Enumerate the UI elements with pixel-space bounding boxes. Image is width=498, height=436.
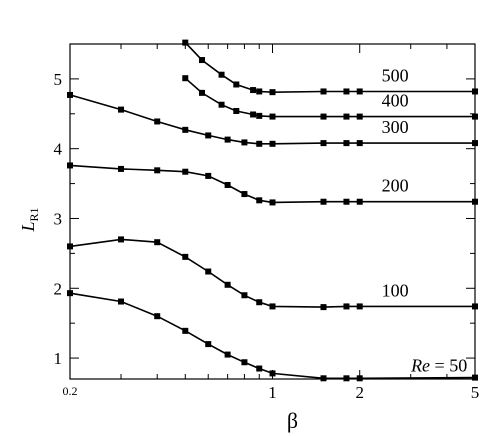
series-4: 200: [67, 162, 478, 206]
data-point: [182, 253, 189, 260]
y-axis-label: LR1: [18, 207, 41, 232]
data-point: [269, 113, 276, 120]
data-point: [224, 281, 231, 288]
data-point: [320, 198, 327, 205]
series-label: 100: [382, 280, 409, 300]
series-label-value: = 50: [430, 356, 467, 376]
data-point: [250, 111, 257, 118]
data-point: [343, 113, 350, 120]
data-point: [218, 71, 225, 78]
data-point: [182, 75, 189, 82]
data-point: [205, 341, 212, 348]
data-point: [269, 89, 276, 96]
data-point: [343, 88, 350, 95]
data-point: [343, 375, 350, 382]
data-point: [356, 198, 363, 205]
data-point: [118, 106, 125, 113]
data-point: [205, 172, 212, 179]
data-point: [256, 88, 263, 95]
data-point: [343, 303, 350, 310]
data-point: [118, 165, 125, 172]
data-point: [224, 351, 231, 358]
data-point: [118, 298, 125, 305]
series-line: [184, 77, 475, 118]
data-point: [356, 303, 363, 310]
data-point: [233, 108, 240, 114]
series-6: Re = 50: [67, 290, 478, 382]
data-point: [233, 81, 240, 88]
data-point: [356, 113, 363, 120]
data-point: [224, 181, 231, 188]
data-point: [250, 87, 257, 94]
data-point: [343, 140, 350, 147]
series-2: 400: [182, 75, 478, 120]
x-tick-label: 2: [355, 383, 364, 402]
data-point: [205, 268, 212, 275]
data-point: [320, 375, 327, 382]
series-label: 200: [382, 176, 409, 196]
data-point: [256, 197, 263, 204]
series-1: 500: [182, 39, 478, 96]
data-point: [256, 299, 263, 306]
data-point: [269, 140, 276, 147]
x-tick-label: 5: [471, 383, 480, 402]
data-point: [269, 199, 276, 206]
series-line: [184, 42, 475, 94]
series-label: 500: [382, 65, 409, 85]
y-tick-label: 3: [54, 209, 63, 228]
y-tick-label: 2: [54, 279, 63, 298]
data-point: [320, 113, 327, 120]
plot-frame: 1 2 3 4 5 0.2 1 2 5: [54, 43, 480, 402]
y-axis-label-subscript: R1: [27, 207, 41, 221]
data-point: [241, 191, 248, 198]
data-point: [256, 365, 263, 372]
data-point: [241, 292, 248, 299]
data-point: [154, 167, 161, 174]
data-point: [154, 118, 161, 125]
x-tick-label: 0.2: [63, 384, 78, 398]
data-point: [320, 88, 327, 95]
y-axis-label-main: L: [18, 222, 38, 233]
data-point: [256, 112, 263, 119]
data-point: [356, 140, 363, 147]
data-point: [356, 88, 363, 95]
data-point: [118, 236, 125, 243]
data-point: [343, 198, 350, 205]
data-point: [182, 39, 189, 46]
data-point: [182, 126, 189, 133]
series-line: [69, 164, 475, 204]
data-point: [269, 303, 276, 310]
data-point: [182, 327, 189, 334]
series-label: 300: [382, 117, 409, 137]
series-line: [69, 238, 475, 308]
y-tick-label: 4: [54, 140, 63, 159]
data-point: [320, 304, 327, 311]
series-label-symbol: Re: [410, 356, 430, 376]
y-tick-label: 5: [54, 70, 63, 89]
data-point: [256, 140, 263, 147]
data-point: [320, 140, 327, 147]
data-point: [205, 132, 212, 139]
series-5: 100: [67, 236, 478, 311]
data-point: [241, 359, 248, 366]
data-point: [224, 136, 231, 143]
series-label: Re = 50: [410, 356, 467, 376]
data-point: [218, 101, 225, 108]
data-point: [182, 168, 189, 175]
chart-marks: 500 400 300 200 100 Re = 50: [67, 39, 478, 382]
x-tick-label: 1: [268, 383, 277, 402]
x-axis-label: β: [287, 408, 298, 433]
y-tick-label: 1: [54, 349, 63, 368]
data-point: [198, 57, 205, 64]
data-point: [154, 239, 161, 246]
data-point: [241, 139, 248, 146]
series-label: 400: [382, 91, 409, 111]
data-point: [198, 89, 205, 96]
data-point: [154, 313, 161, 320]
